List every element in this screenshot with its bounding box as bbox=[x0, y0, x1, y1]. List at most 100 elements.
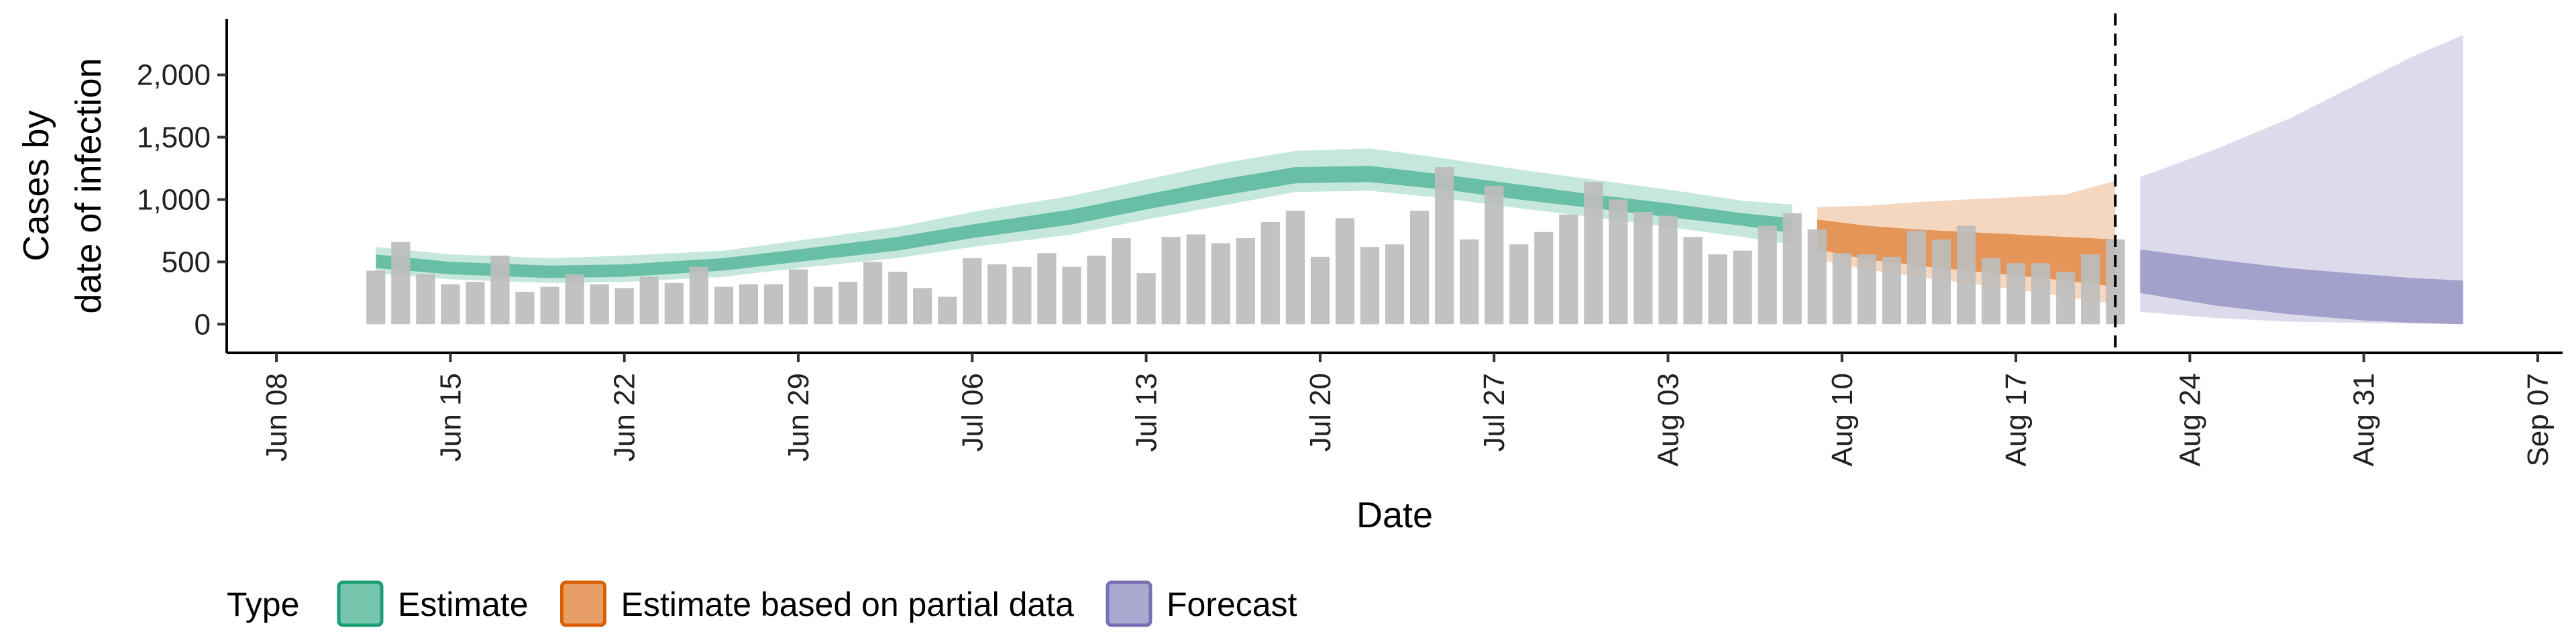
x-tick-label: Jul 20 bbox=[1304, 373, 1337, 451]
x-tick-label: Jun 22 bbox=[608, 373, 641, 462]
x-tick-label: Aug 24 bbox=[2174, 373, 2206, 466]
bar bbox=[1460, 239, 1479, 325]
bar bbox=[515, 291, 535, 325]
bar bbox=[1335, 218, 1354, 325]
bar bbox=[788, 269, 808, 325]
bar bbox=[739, 284, 758, 325]
legend: Type Estimate Estimate based on partial da… bbox=[227, 580, 1297, 627]
legend-label: Estimate based on partial data bbox=[621, 586, 1075, 623]
y-axis-title-line: Cases by bbox=[16, 110, 56, 261]
bar bbox=[1211, 243, 1230, 325]
bar bbox=[2031, 263, 2051, 325]
bar bbox=[1758, 225, 1777, 325]
legend-label: Forecast bbox=[1167, 586, 1297, 623]
bar bbox=[1609, 199, 1628, 325]
bar bbox=[1931, 239, 1951, 325]
legend-item: Estimate based on partial data bbox=[560, 580, 1075, 627]
bar bbox=[1683, 237, 1703, 325]
bar bbox=[1882, 256, 1901, 325]
band-inner-0 bbox=[376, 166, 1792, 278]
bar bbox=[1087, 256, 1106, 325]
bar bbox=[1112, 238, 1131, 325]
bar bbox=[366, 270, 386, 325]
x-tick-label: Jun 29 bbox=[782, 373, 815, 462]
x-tick-label: Sep 07 bbox=[2522, 373, 2555, 466]
bar bbox=[1161, 237, 1181, 325]
bar bbox=[2006, 263, 2026, 325]
x-tick-label: Jul 27 bbox=[1478, 373, 1511, 451]
bar bbox=[1310, 256, 1330, 325]
bar bbox=[391, 241, 411, 325]
legend-swatch bbox=[337, 580, 384, 627]
bar bbox=[714, 286, 733, 325]
bar bbox=[614, 288, 634, 325]
bar bbox=[2081, 254, 2100, 325]
bar bbox=[839, 282, 858, 325]
x-tick-label: Jun 15 bbox=[434, 373, 467, 462]
bar bbox=[1534, 231, 1554, 325]
bar bbox=[1410, 211, 1430, 325]
bar bbox=[664, 282, 684, 325]
reported-case-bars bbox=[366, 167, 2125, 325]
bar bbox=[1832, 253, 1851, 325]
bar bbox=[466, 282, 485, 325]
bar bbox=[1782, 213, 1802, 325]
bar bbox=[1037, 253, 1057, 325]
bar bbox=[1981, 258, 2001, 325]
bar bbox=[1907, 230, 1926, 325]
bar bbox=[913, 288, 932, 325]
bar bbox=[1360, 247, 1380, 325]
legend-swatch bbox=[1106, 580, 1152, 627]
bar bbox=[813, 286, 833, 325]
bar bbox=[1584, 182, 1603, 325]
bar bbox=[2056, 272, 2076, 325]
bar bbox=[1285, 211, 1305, 325]
y-tick-label: 500 bbox=[162, 246, 211, 278]
legend-label: Estimate bbox=[398, 586, 529, 623]
bar bbox=[1956, 225, 1976, 325]
bar bbox=[1509, 244, 1529, 325]
y-axis-title: Cases by date of infection bbox=[16, 58, 109, 313]
x-tick-label: Jul 13 bbox=[1130, 373, 1163, 451]
x-tick-label: Aug 03 bbox=[1652, 373, 1684, 466]
bar bbox=[1385, 244, 1405, 325]
bar bbox=[1658, 215, 1678, 325]
bar bbox=[490, 256, 510, 325]
x-tick-label: Jul 06 bbox=[956, 373, 989, 451]
x-tick-label: Jun 08 bbox=[260, 373, 293, 462]
bar bbox=[1559, 214, 1578, 325]
bar bbox=[689, 266, 708, 325]
bar bbox=[1260, 221, 1280, 325]
bar bbox=[963, 258, 982, 325]
x-axis-title: Date bbox=[1356, 495, 1433, 535]
axis-labels: Date Cases by date of infection bbox=[16, 58, 1433, 535]
bar bbox=[1062, 266, 1081, 325]
bar bbox=[1435, 167, 1454, 325]
bar bbox=[987, 264, 1007, 325]
x-tick-label: Aug 31 bbox=[2348, 373, 2381, 466]
bar bbox=[1733, 250, 1752, 325]
bar bbox=[1485, 186, 1504, 325]
bar bbox=[863, 262, 883, 325]
bar bbox=[1136, 273, 1156, 325]
bar bbox=[1708, 254, 1727, 325]
bar bbox=[590, 284, 609, 325]
bar bbox=[1186, 234, 1205, 325]
bar bbox=[1012, 266, 1032, 325]
x-tick-label: Aug 10 bbox=[1826, 373, 1859, 466]
legend-swatch bbox=[560, 580, 607, 627]
bar bbox=[1633, 212, 1653, 325]
bar bbox=[763, 284, 784, 325]
y-tick-label: 1,500 bbox=[137, 121, 211, 154]
axes: 0 500 1,000 1,500 2,000 Jun 08 Jun 15 Jun 22 Jun… bbox=[137, 13, 2563, 466]
bar bbox=[639, 276, 659, 325]
y-axis-title-line: date of infection bbox=[68, 58, 109, 313]
bar bbox=[1857, 254, 1876, 325]
bar bbox=[1236, 238, 1255, 325]
legend-title: Type bbox=[227, 586, 299, 623]
bar bbox=[540, 286, 559, 325]
y-tick-label: 1,000 bbox=[137, 183, 211, 216]
bar bbox=[888, 272, 908, 325]
bar bbox=[565, 274, 584, 325]
